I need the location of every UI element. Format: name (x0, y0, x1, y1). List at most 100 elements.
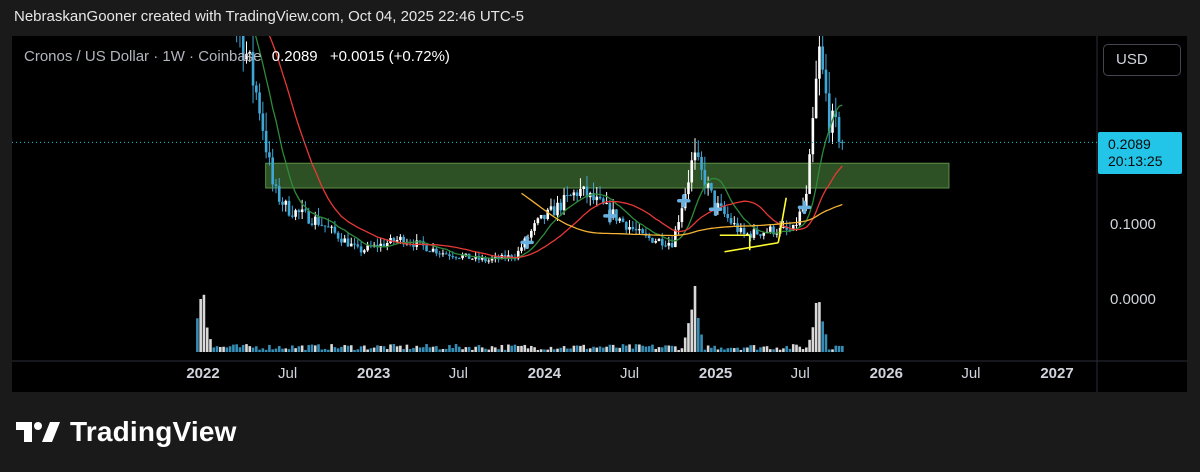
candle (638, 223, 641, 235)
candle-body (287, 200, 291, 216)
volume-bar (824, 334, 828, 352)
volume-bar (769, 349, 772, 352)
candle (251, 36, 255, 104)
volume-bar (448, 344, 451, 352)
time-tick-label: Jul (449, 365, 468, 382)
candle-body (313, 216, 317, 225)
volume-bar (392, 344, 396, 352)
plus-marker (603, 209, 617, 223)
volume-bar (500, 345, 504, 352)
plus-marker (797, 200, 812, 215)
candle (425, 244, 428, 252)
volume-bar (320, 349, 324, 352)
volume-bar (327, 349, 330, 352)
volume-bar (349, 345, 353, 352)
candle-body (791, 224, 795, 231)
volume-bar (821, 321, 824, 352)
volume-bar (516, 345, 520, 352)
candle (723, 201, 726, 218)
symbol-legend: Cronos / US Dollar · 1W · Coinbase 0.208… (24, 48, 450, 65)
currency-button[interactable]: USD (1103, 44, 1181, 76)
candle (618, 217, 622, 224)
candle (552, 199, 556, 216)
candle-body (241, 36, 245, 60)
volume-bar (546, 349, 549, 352)
candle (363, 248, 366, 255)
volume-bar (215, 346, 219, 352)
candle-body (654, 241, 658, 243)
volume-bar (222, 346, 225, 352)
candle (379, 237, 383, 252)
volume-bar (297, 346, 301, 352)
candle-body (323, 225, 327, 227)
candle (448, 249, 451, 260)
volume-bar (647, 346, 651, 352)
volume-bar (592, 346, 595, 352)
volume-bar (444, 348, 448, 352)
volume-bar (385, 349, 389, 352)
volume-bar (353, 349, 356, 352)
candle (585, 175, 589, 204)
candle-body (245, 53, 248, 60)
volume-bar (837, 345, 841, 352)
candle-body (353, 243, 356, 245)
candle-body (736, 223, 739, 232)
candle (530, 229, 533, 243)
candle (782, 220, 785, 229)
volume-bar (729, 347, 733, 352)
candle (732, 216, 736, 226)
volume-bar (651, 344, 654, 352)
candle (575, 189, 579, 202)
candle (480, 254, 484, 262)
candle-body (310, 223, 314, 225)
last-price-label: 0.2089 20:13:25 (1098, 132, 1182, 174)
candlestick-chart[interactable]: 0.1000 0.0000 2022 Jul 2023 Jul 2024 Jul 2025 Jul… (12, 36, 1187, 392)
volume-bar (467, 346, 471, 352)
chart-panel[interactable]: 0.1000 0.0000 2022 Jul 2023 Jul 2024 Jul 2025 Jul… (12, 36, 1187, 392)
price-tick-label: 0.0000 (1110, 291, 1156, 308)
legend-price: 0.2089 (271, 48, 318, 65)
volume-bar (474, 346, 477, 352)
volume-bar (703, 349, 707, 352)
candle (382, 239, 386, 248)
volume-bar (700, 334, 703, 352)
volume-bar (798, 346, 802, 352)
candle-body (605, 203, 608, 205)
candle (353, 237, 356, 250)
candle-body (441, 253, 445, 255)
candle-body (327, 226, 330, 228)
tradingview-brand[interactable]: TradingView (16, 414, 237, 450)
candle (749, 231, 752, 242)
candle-body (703, 169, 707, 188)
candle-body (399, 236, 402, 240)
tradingview-logo-icon (16, 422, 60, 442)
volume-bar (775, 347, 779, 352)
brand-name: TradingView (70, 416, 237, 447)
volume-bar (307, 345, 310, 352)
candle-body (363, 250, 366, 253)
volume-bar (834, 345, 838, 352)
volume-bar (683, 337, 687, 352)
volume-bar (287, 349, 291, 352)
candle (696, 140, 700, 161)
volume-bar (405, 344, 409, 352)
time-tick-label: 2026 (870, 365, 903, 382)
volume-bar (801, 349, 805, 352)
candle (752, 223, 756, 240)
candle-body (297, 210, 301, 213)
candle-body (304, 209, 307, 211)
volume-bar (438, 349, 441, 352)
candle-body (700, 156, 703, 170)
volume-bar (277, 346, 281, 352)
candle-body (457, 257, 461, 259)
volume-bar (333, 347, 337, 352)
volume-bar (811, 327, 815, 352)
candle-body (559, 202, 563, 211)
candle (310, 217, 314, 227)
plus-marker (520, 235, 534, 250)
candle (631, 220, 635, 232)
candle-body (392, 238, 396, 242)
candle-body (333, 226, 337, 233)
candle-body (641, 229, 644, 234)
volume-bar (608, 344, 612, 352)
